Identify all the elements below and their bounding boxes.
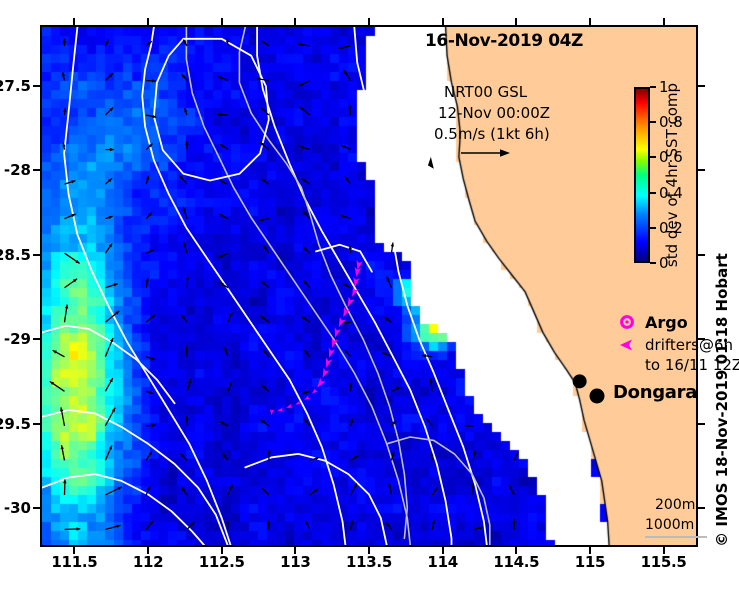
bathymetry-contour bbox=[385, 436, 491, 545]
x-axis-tick bbox=[147, 546, 150, 554]
y-axis-tick-right bbox=[697, 169, 705, 172]
y-axis-tick-label: -27.5 bbox=[0, 77, 31, 96]
x-axis-tick bbox=[662, 546, 665, 554]
map-overlay bbox=[42, 27, 587, 545]
x-axis-tick-top bbox=[441, 18, 444, 26]
y-axis-tick bbox=[33, 169, 41, 172]
legend-argo-label: Argo bbox=[645, 313, 688, 332]
x-axis-tick-label: 112.5 bbox=[198, 553, 245, 571]
bathymetry-contour bbox=[238, 27, 409, 540]
x-axis-tick-label: 114.5 bbox=[493, 553, 540, 571]
sst-stddev-heatmap bbox=[42, 27, 696, 545]
bathymetry-contour bbox=[141, 27, 347, 545]
legend-drifters-label-line1: drifters@6h bbox=[645, 336, 734, 354]
x-axis-tick-top bbox=[73, 18, 76, 26]
y-axis-tick-label: -30 bbox=[3, 498, 31, 517]
bathymetry-contour bbox=[185, 27, 411, 545]
x-axis-tick-top bbox=[515, 18, 518, 26]
bathymetry-contour bbox=[42, 324, 176, 405]
bathymetry-contour bbox=[42, 409, 229, 545]
dongara-place-label: Dongara bbox=[613, 382, 698, 403]
bathymetry-contour bbox=[353, 27, 488, 545]
x-axis-tick-label: 115 bbox=[574, 553, 606, 571]
x-axis-tick-top bbox=[588, 18, 591, 26]
page-title: 16-Nov-2019 04Z bbox=[425, 31, 583, 51]
x-axis-tick-top bbox=[147, 18, 150, 26]
x-axis-tick bbox=[588, 546, 591, 554]
colorbar-tick-label: 0.6 bbox=[659, 148, 683, 167]
coast-reference-glyph bbox=[427, 156, 434, 169]
x-axis-tick bbox=[73, 546, 76, 554]
scalebar-200m-label: 200m bbox=[655, 497, 696, 513]
legend-drifters-label-line2: to 16/11 12Z bbox=[645, 356, 739, 374]
x-axis-tick bbox=[368, 546, 370, 554]
y-axis-tick-label: -29.5 bbox=[0, 414, 31, 433]
x-axis-tick bbox=[294, 546, 297, 554]
colorbar bbox=[634, 87, 650, 263]
x-axis-tick-label: 113 bbox=[280, 553, 311, 571]
x-axis-tick-label: 111.5 bbox=[51, 553, 98, 571]
drifter-track bbox=[269, 259, 363, 416]
colorbar-tick bbox=[650, 156, 656, 159]
y-axis-tick-right bbox=[697, 85, 705, 88]
dongara-map-dot bbox=[572, 374, 587, 389]
y-axis-tick-right bbox=[697, 422, 705, 425]
y-axis-tick bbox=[33, 253, 41, 256]
colorbar-tick-label: 1 bbox=[659, 78, 669, 96]
x-axis-tick-top bbox=[662, 18, 665, 26]
y-axis-tick bbox=[33, 85, 41, 88]
scalebar-line bbox=[645, 536, 707, 538]
bathymetry-contour bbox=[244, 453, 388, 545]
bathymetry-contour bbox=[63, 27, 232, 545]
y-axis-tick-right bbox=[697, 253, 705, 256]
dongara-city-dot-icon bbox=[589, 388, 605, 404]
y-axis-tick-right bbox=[697, 338, 705, 341]
vector-scale-label: 0.5m/s (1kt 6h) bbox=[434, 125, 550, 143]
reference-vector-arrow-icon bbox=[461, 149, 510, 157]
colorbar-tick bbox=[650, 86, 656, 88]
colorbar-tick bbox=[650, 262, 656, 264]
x-axis-tick-label: 112 bbox=[132, 553, 164, 571]
y-axis-tick bbox=[33, 338, 41, 341]
x-axis-tick-label: 115.5 bbox=[640, 553, 687, 571]
colorbar-tick-label: 0.8 bbox=[659, 113, 683, 132]
map-plot-area[interactable] bbox=[40, 25, 698, 547]
x-axis-tick-top bbox=[294, 18, 297, 26]
y-axis-tick-label: -28 bbox=[3, 161, 31, 180]
colorbar-tick bbox=[650, 121, 656, 124]
drifter-marker-icon bbox=[620, 339, 632, 351]
bathymetry-contour bbox=[42, 473, 205, 545]
colorbar-tick-label: 0.2 bbox=[659, 218, 683, 237]
y-axis-tick-label: -28.5 bbox=[0, 245, 31, 264]
credit-label: © IMOS 18-Nov-2019 01:18 Hobart bbox=[713, 253, 731, 547]
y-axis-tick bbox=[33, 506, 41, 509]
y-axis-tick bbox=[33, 422, 41, 425]
x-axis-tick-label: 113.5 bbox=[346, 553, 392, 571]
x-axis-tick bbox=[441, 546, 444, 554]
current-vector-field bbox=[49, 38, 519, 531]
x-axis-tick-label: 114 bbox=[427, 553, 458, 571]
argo-marker-icon bbox=[620, 315, 634, 329]
colorbar-tick-label: 0 bbox=[659, 254, 669, 272]
x-axis-tick-top bbox=[220, 18, 223, 26]
y-axis-tick-right bbox=[697, 506, 705, 509]
model-name-label: NRT00 GSL bbox=[444, 83, 528, 101]
x-axis-tick-top bbox=[368, 18, 370, 26]
x-axis-tick bbox=[515, 546, 518, 554]
colorbar-tick-label: 0.4 bbox=[659, 183, 683, 202]
bathymetry-contour bbox=[256, 27, 453, 545]
colorbar-title: std dev of 4hr SST comp bbox=[663, 82, 681, 268]
scalebar-1000m-label: 1000m bbox=[645, 517, 695, 533]
colorbar-tick bbox=[650, 191, 656, 194]
model-time-label: 12-Nov 00:00Z bbox=[438, 104, 551, 122]
colorbar-tick bbox=[650, 226, 656, 229]
y-axis-tick-label: -29 bbox=[3, 330, 31, 349]
bathymetry-contour bbox=[153, 37, 270, 182]
x-axis-tick bbox=[220, 546, 223, 554]
